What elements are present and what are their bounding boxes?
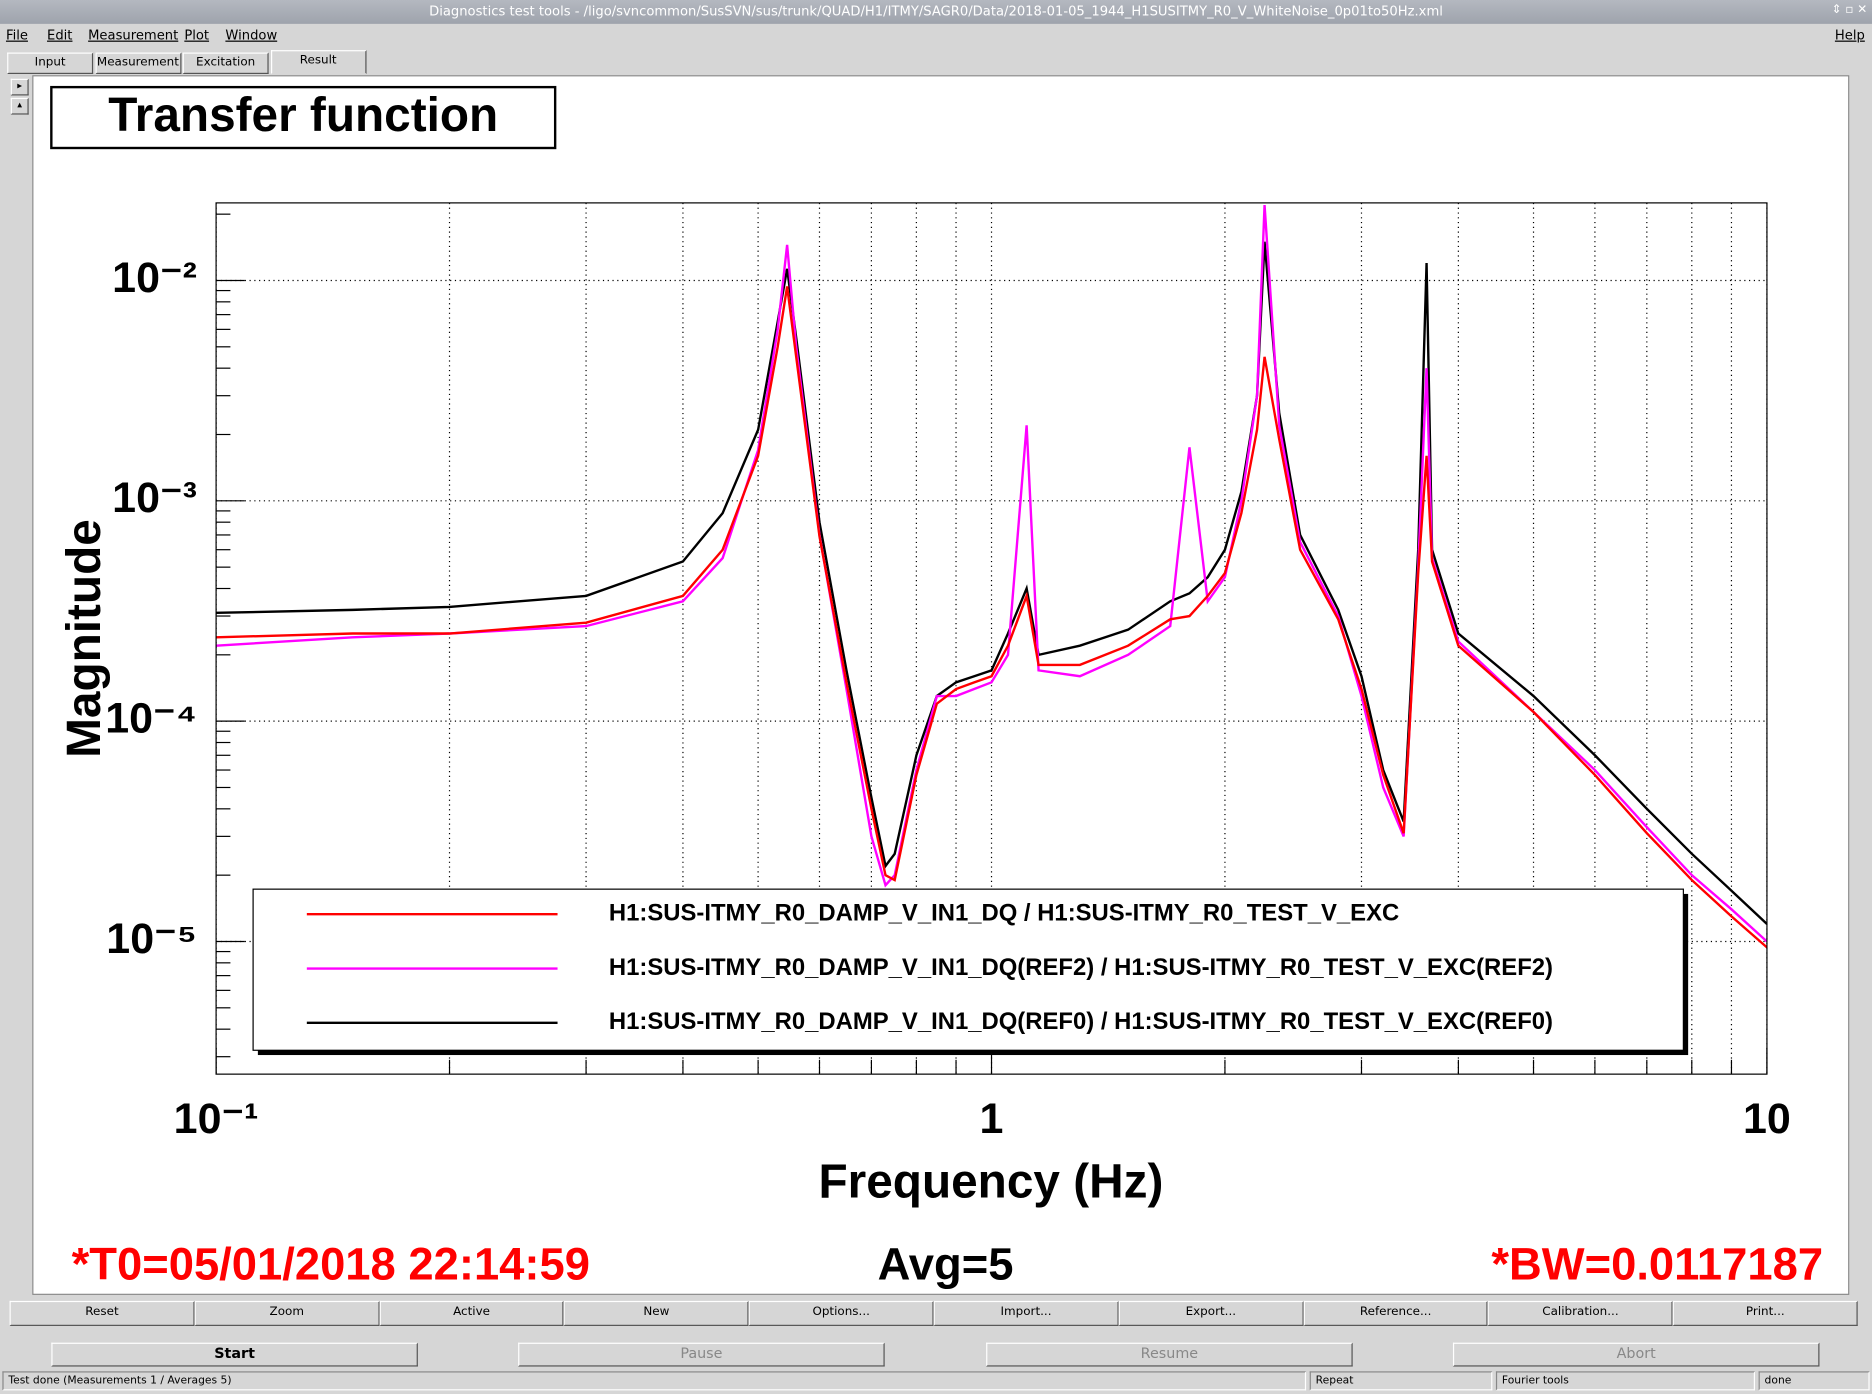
tab[interactable]: Measurement [94,52,181,74]
series-line [216,286,1767,949]
window-controls[interactable]: ⇕ ▫ ✕ [1831,3,1868,17]
scroll-right[interactable]: ▸ [10,78,29,96]
status-field: done [1758,1371,1870,1391]
toolbar-button[interactable]: Zoom [194,1300,380,1326]
plot-frame [215,202,1768,1075]
toolbar-button[interactable]: Options... [748,1300,934,1326]
control-button[interactable]: Pause [518,1342,885,1367]
menu-help[interactable]: Help [1834,27,1865,43]
y-axis-label: Magnitude [58,519,111,758]
tab-bar: Input Measurement Excitation Result [0,50,1872,74]
toolbar-button[interactable]: Calibration... [1488,1300,1673,1326]
tab[interactable]: Input [7,52,94,74]
status-field: Test done (Measurements 1 / Averages 5) [2,1371,1307,1391]
control-button[interactable]: Resume [986,1342,1353,1367]
y-tick-label: 10⁻² [112,254,197,302]
series-line [216,204,1767,943]
tab[interactable]: Result [270,50,366,74]
toolbar-button[interactable]: Export... [1118,1300,1304,1326]
chart-title: Transfer function [108,89,498,142]
y-tick-label: 10⁻⁵ [106,915,197,963]
menu-item[interactable]: Plot [184,27,210,43]
x-axis-label: Frequency (Hz) [818,1156,1163,1209]
status-field: Fourier tools [1495,1371,1756,1391]
button-row: Reset Zoom Active New Options... Import... Exp… [9,1300,1858,1326]
legend-label: H1:SUS-ITMY_R0_DAMP_V_IN1_DQ / H1:SUS-IT… [609,900,1399,927]
control-button[interactable]: Abort [1452,1342,1820,1367]
toolbar-button[interactable]: New [563,1300,749,1326]
x-tick-label: 10 [1743,1095,1791,1143]
toolbar-button[interactable]: Print... [1672,1300,1858,1326]
menu-bar: File Edit Measurement Plot Window [0,24,1872,48]
title-box [50,85,557,150]
toolbar-button[interactable]: Reset [9,1300,195,1326]
legend-label: H1:SUS-ITMY_R0_DAMP_V_IN1_DQ(REF2) / H1:… [609,954,1553,981]
status-bar: Test done (Measurements 1 / Averages 5) R… [0,1371,1872,1391]
control-row: Start Pause Resume Abort [0,1341,1872,1367]
x-tick-label: 1 [980,1095,1004,1143]
menu-item[interactable]: Measurement [88,27,179,43]
toolbar-button[interactable]: Reference... [1303,1300,1489,1326]
annotation: *T0=05/01/2018 22:14:59 [72,1238,590,1289]
y-tick-label: 10⁻³ [112,474,197,522]
annotation: *BW=0.0117187 [1491,1238,1823,1289]
menu-item[interactable]: Edit [47,27,73,43]
control-button[interactable]: Start [51,1342,418,1367]
status-field: Repeat [1309,1371,1493,1391]
canvas-frame [32,75,1850,1295]
annotation: Avg=5 [878,1238,1014,1289]
scroll-up[interactable]: ▴ [10,97,29,115]
toolbar-button[interactable]: Import... [933,1300,1119,1326]
window-title: Diagnostics test tools - /ligo/svncommon… [0,0,1872,24]
plot-canvas: Transfer function Magnitude Frequency (H… [50,85,1823,1289]
y-tick-label: 10⁻⁴ [105,695,197,743]
menu-item[interactable]: File [5,27,28,43]
series-line [216,241,1767,925]
toolbar-button[interactable]: Active [379,1300,564,1326]
menu-item[interactable]: Window [225,27,278,43]
tab[interactable]: Excitation [182,52,269,74]
legend-label: H1:SUS-ITMY_R0_DAMP_V_IN1_DQ(REF0) / H1:… [609,1008,1553,1035]
x-tick-label: 10⁻¹ [174,1095,259,1143]
